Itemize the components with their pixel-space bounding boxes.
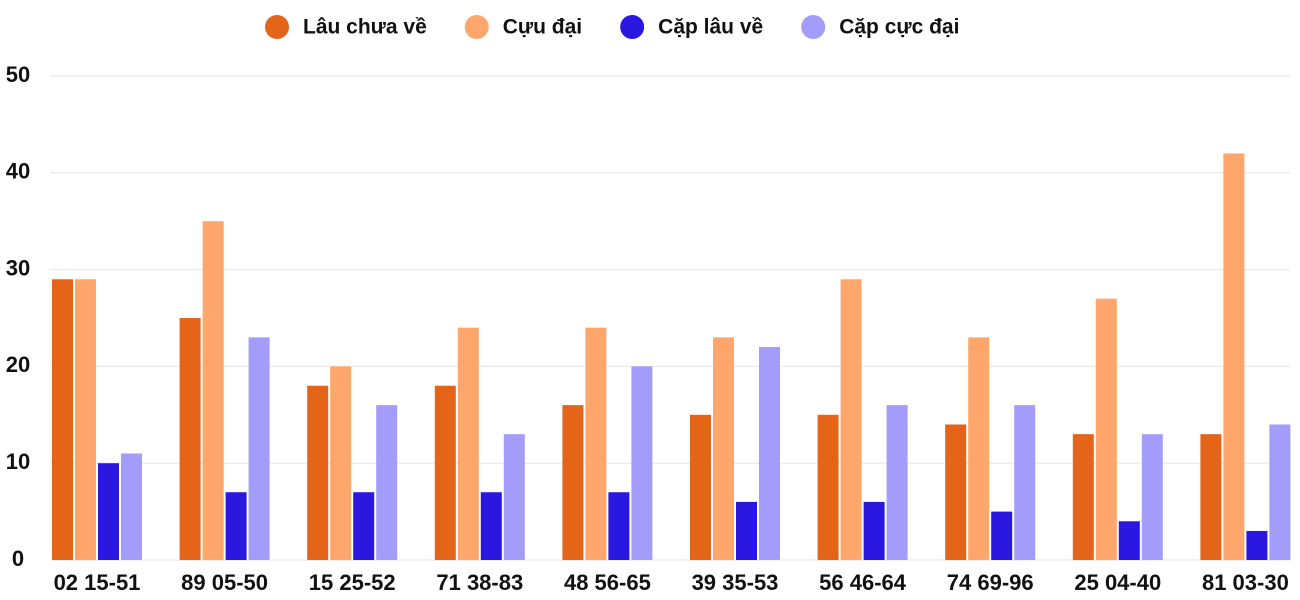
bar bbox=[759, 347, 780, 560]
bar bbox=[434, 385, 456, 560]
bar bbox=[690, 414, 711, 560]
bar bbox=[991, 511, 1013, 560]
bar bbox=[1118, 521, 1140, 560]
legend-label: Lâu chưa về bbox=[303, 16, 427, 39]
x-tick-label: 89 05-50 bbox=[181, 570, 268, 595]
x-tick-label: 39 35-53 bbox=[692, 570, 779, 595]
x-tick-label: 74 69-96 bbox=[947, 570, 1034, 595]
bar bbox=[863, 501, 885, 560]
bar bbox=[98, 463, 119, 560]
bar bbox=[179, 318, 201, 560]
legend-marker bbox=[801, 15, 826, 39]
bar bbox=[307, 385, 329, 560]
bar bbox=[248, 337, 270, 560]
legend-marker bbox=[620, 15, 645, 39]
bar bbox=[585, 327, 607, 560]
bar bbox=[1141, 434, 1163, 560]
bar bbox=[562, 405, 584, 560]
bar bbox=[1200, 434, 1222, 560]
legend-label: Cựu đại bbox=[503, 16, 582, 39]
legend-label: Cặp cực đại bbox=[839, 16, 959, 39]
bar bbox=[121, 453, 142, 560]
bar bbox=[1014, 405, 1036, 560]
bar bbox=[52, 279, 73, 560]
x-tick-label: 15 25-52 bbox=[309, 570, 396, 595]
y-tick-label: 10 bbox=[6, 449, 30, 474]
legend-marker bbox=[265, 15, 289, 39]
y-tick-label: 0 bbox=[12, 546, 24, 571]
y-tick-label: 20 bbox=[6, 352, 30, 377]
bar bbox=[1072, 434, 1094, 560]
bar bbox=[353, 492, 375, 560]
y-tick-label: 40 bbox=[6, 159, 30, 184]
legend-marker bbox=[464, 15, 489, 39]
bar bbox=[631, 366, 653, 560]
bar bbox=[713, 337, 734, 560]
bar bbox=[1246, 530, 1268, 560]
x-tick-label: 25 04-40 bbox=[1074, 570, 1161, 595]
bar bbox=[736, 501, 757, 560]
bar bbox=[75, 279, 96, 560]
y-tick-label: 30 bbox=[6, 255, 30, 280]
bar bbox=[457, 327, 479, 560]
x-tick-label: 48 56-65 bbox=[564, 570, 651, 595]
bar bbox=[503, 434, 525, 560]
legend-label: Cặp lâu về bbox=[658, 16, 763, 39]
bar bbox=[608, 492, 630, 560]
x-tick-label: 71 38-83 bbox=[436, 570, 523, 595]
bar bbox=[376, 405, 398, 560]
bar bbox=[886, 405, 908, 560]
bar bbox=[1223, 153, 1245, 560]
bar bbox=[840, 279, 862, 560]
y-tick-label: 50 bbox=[6, 62, 30, 87]
bar bbox=[225, 492, 247, 560]
x-tick-label: 81 03-30 bbox=[1202, 570, 1289, 595]
x-tick-label: 02 15-51 bbox=[54, 570, 141, 595]
bar bbox=[817, 414, 839, 560]
bar bbox=[945, 424, 967, 560]
bar bbox=[480, 492, 502, 560]
bar bbox=[202, 221, 224, 560]
bar bbox=[1095, 298, 1117, 560]
bar bbox=[968, 337, 990, 560]
x-tick-label: 56 46-64 bbox=[819, 570, 907, 595]
bar bbox=[330, 366, 352, 560]
bar bbox=[1269, 424, 1291, 560]
